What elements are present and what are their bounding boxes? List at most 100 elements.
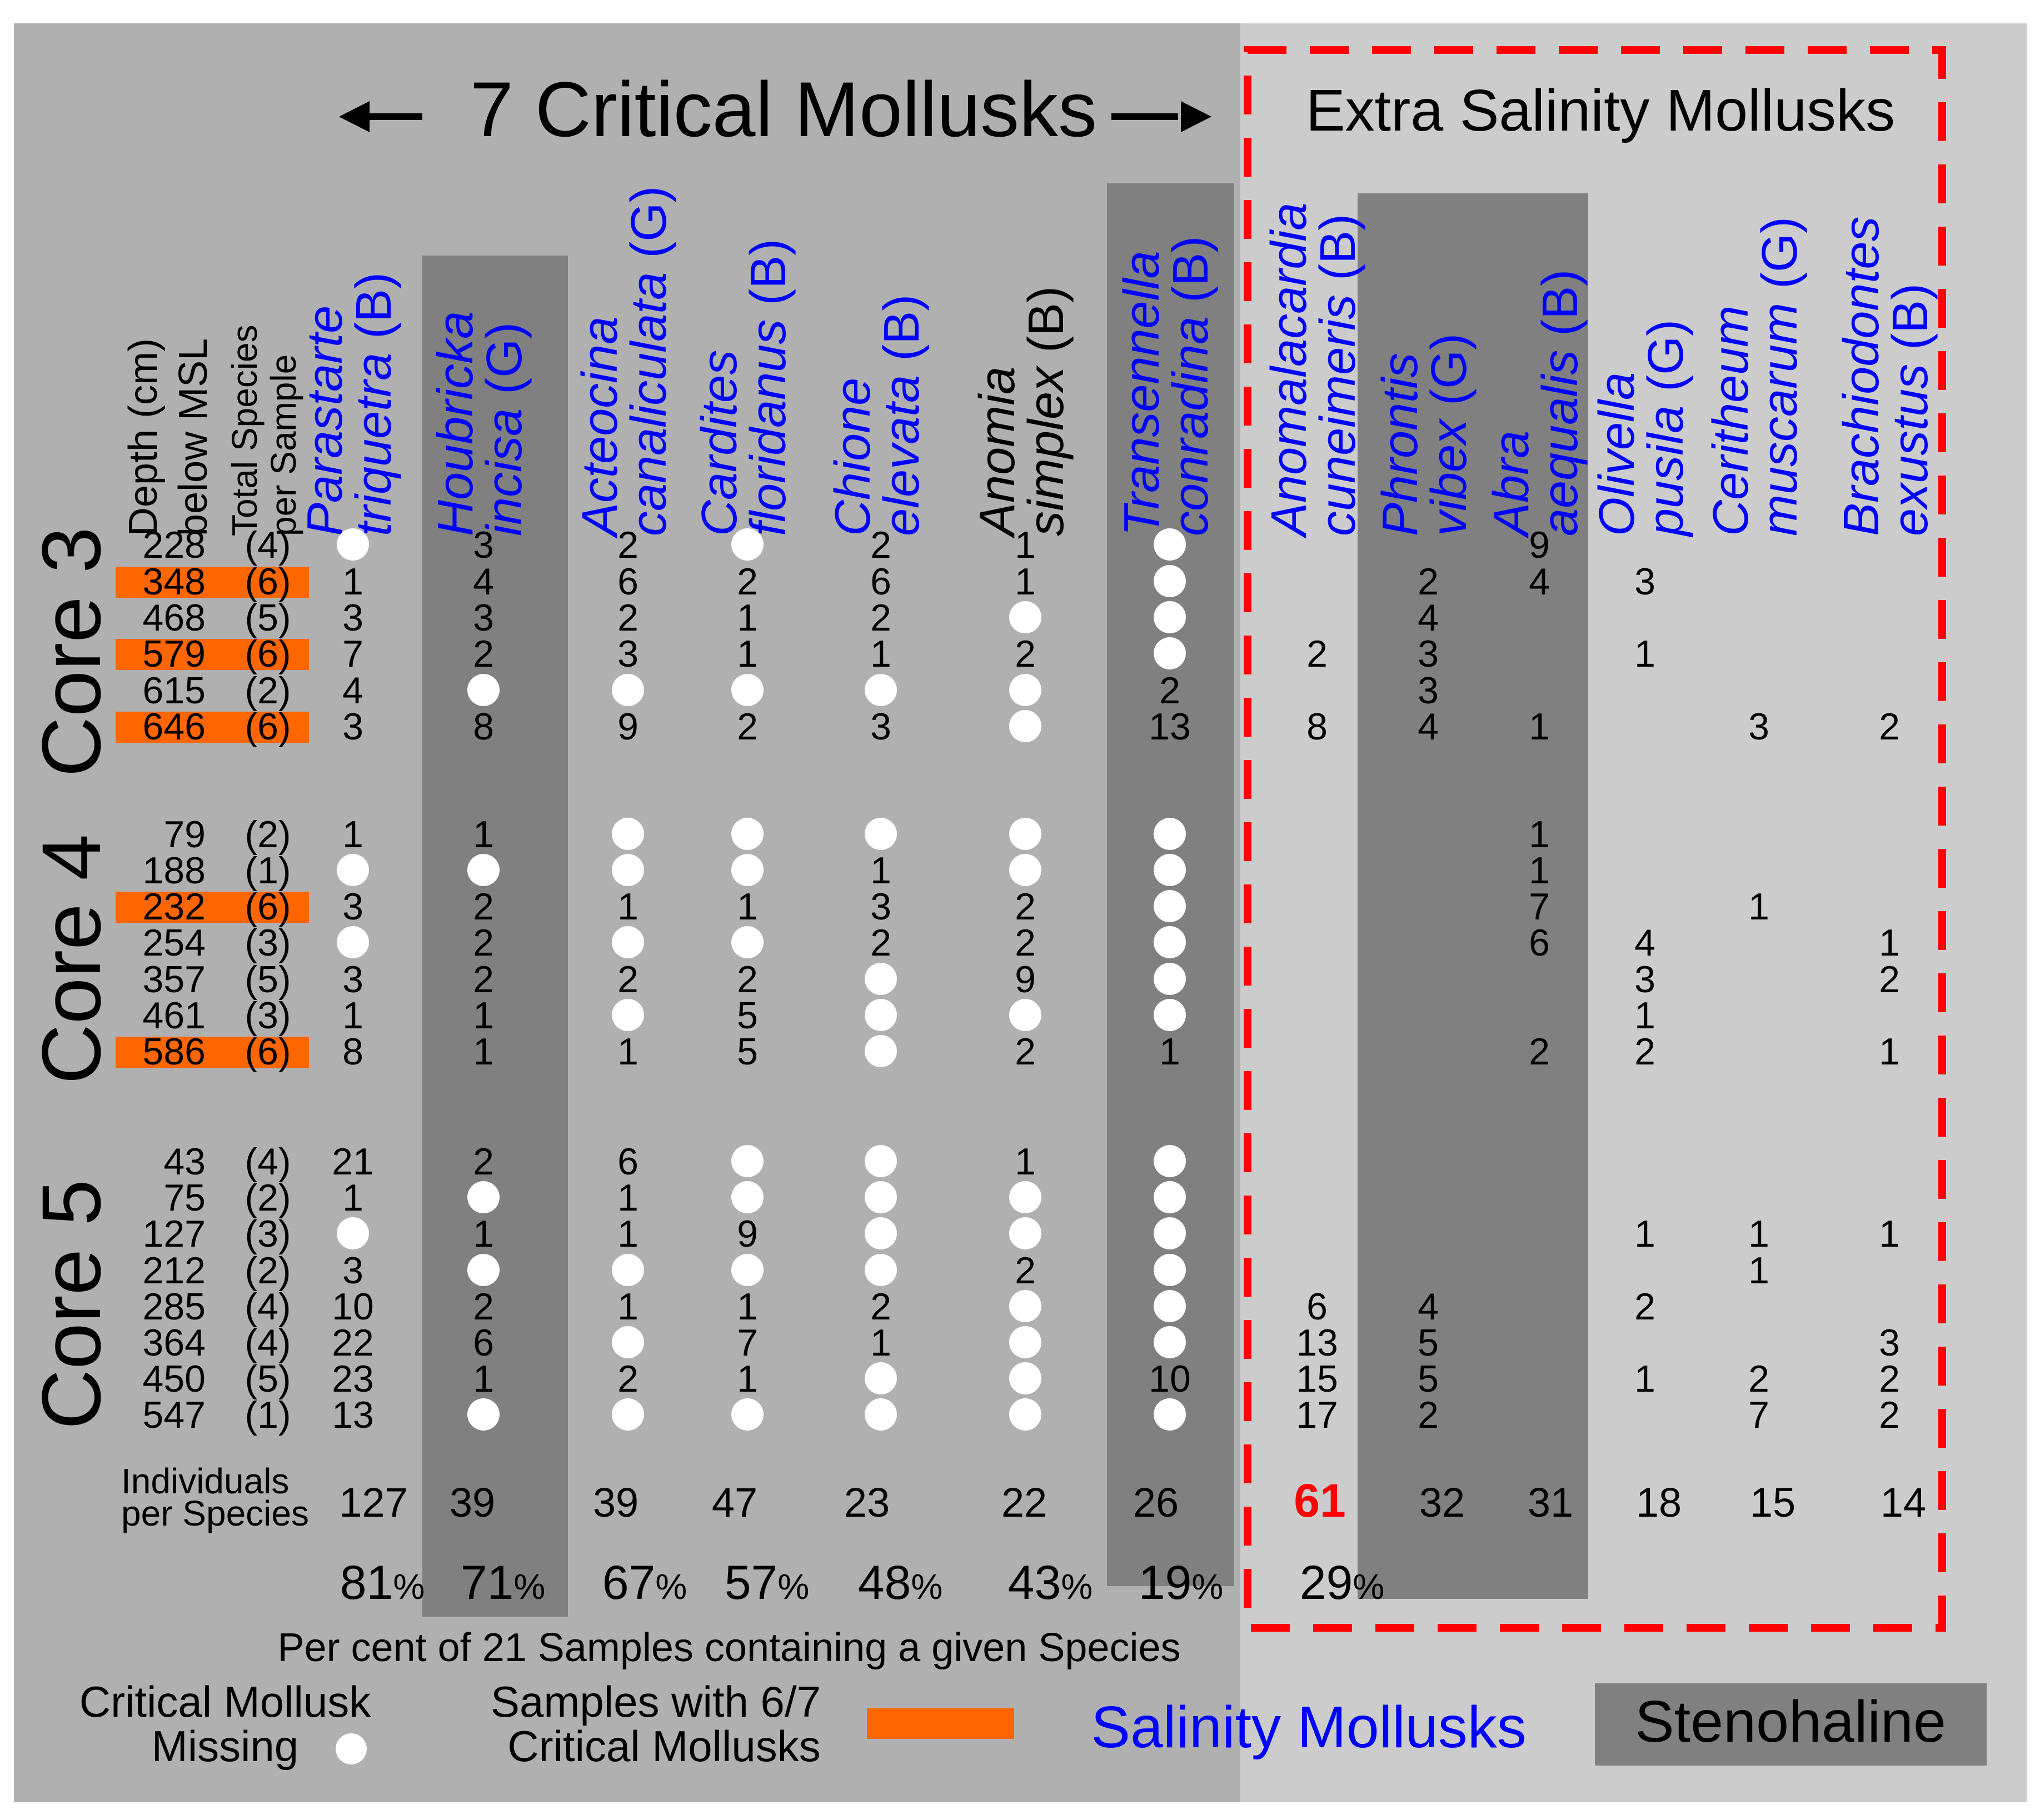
depth-value: 79 <box>163 813 206 856</box>
total-species-value: (3) <box>245 994 291 1037</box>
cell-value: 22 <box>332 1322 374 1364</box>
species-type: (G) <box>477 322 532 394</box>
cell-value: 9 <box>1529 524 1550 566</box>
species-header-acteocina-genus: Acteocina <box>572 317 628 539</box>
missing-marker <box>865 1035 897 1067</box>
depth-value: 357 <box>143 958 206 1001</box>
cell-value: 3 <box>870 706 891 748</box>
total-species-header: Total Species per Sample <box>225 324 303 536</box>
cell-value: 1 <box>342 994 363 1037</box>
depth-value: 212 <box>143 1249 206 1292</box>
missing-marker <box>865 1398 897 1431</box>
individuals-value-brachiodontes: 14 <box>1881 1479 1926 1526</box>
sample-highlight-579 <box>116 639 309 670</box>
missing-marker <box>337 528 369 561</box>
species-epithet: exustus <box>1883 350 1938 536</box>
cell-value: 2 <box>473 1286 494 1328</box>
species-header-phrontis-genus: Phrontis <box>1373 353 1428 536</box>
legend: Critical Mollusk Missing Samples with 6/… <box>79 1677 1987 1771</box>
cell-value: 5 <box>1418 1322 1439 1364</box>
cell-value: 2 <box>1879 706 1900 748</box>
missing-marker <box>1154 1254 1186 1286</box>
individuals-value-chione: 23 <box>844 1479 890 1526</box>
cell-value: 2 <box>473 958 494 1001</box>
individuals-value-acteocina: 39 <box>593 1479 639 1526</box>
total-label-line2: per Sample <box>263 354 303 536</box>
cell-value: 8 <box>473 706 494 748</box>
cell-value: 7 <box>1748 1394 1769 1436</box>
legend-salinity: Salinity Mollusks <box>1091 1694 1526 1760</box>
cell-value: 2 <box>473 922 494 964</box>
total-species-value: (5) <box>245 597 291 639</box>
total-species-value: (3) <box>245 922 291 964</box>
missing-marker <box>731 1254 764 1286</box>
depth-value: 75 <box>163 1177 206 1219</box>
missing-marker <box>1009 1398 1041 1431</box>
cell-value: 1 <box>737 633 758 675</box>
cell-value: 1 <box>1748 1213 1769 1255</box>
missing-marker <box>1154 637 1186 669</box>
table-cells: 3 2 2 1 91 4 6 2 6 1 2 4 33 3 2 1 2 47 2 3 1 1 2 2 3 14 2 33 8 9 2 3 13 8… <box>332 524 1900 1436</box>
missing-marker <box>1154 999 1186 1031</box>
depth-value: 285 <box>143 1286 206 1328</box>
total-species-value: (3) <box>245 1213 291 1255</box>
core-label-3: Core 3 <box>24 527 118 777</box>
individuals-value-ceritheum: 15 <box>1750 1479 1795 1526</box>
cell-value: 1 <box>737 886 758 928</box>
missing-marker <box>467 1181 500 1213</box>
missing-marker <box>1154 963 1186 995</box>
depth-value: 364 <box>143 1322 206 1364</box>
missing-marker <box>865 999 897 1031</box>
cell-value: 2 <box>870 597 891 639</box>
cell-value: 6 <box>1529 922 1550 964</box>
cell-value: 2 <box>1418 561 1439 603</box>
cell-value: 9 <box>617 706 639 748</box>
cell-value: 6 <box>1306 1286 1328 1328</box>
depth-label-line2: below MSL <box>171 338 216 536</box>
individuals-value-anomalacardia: 61 <box>1294 1474 1345 1527</box>
cell-value: 2 <box>617 958 639 1001</box>
percent-unit: % <box>911 1567 942 1607</box>
missing-marker <box>612 1398 644 1431</box>
species-header-cardites-genus: Cardites <box>692 350 747 536</box>
cell-value: 1 <box>1879 1213 1900 1255</box>
legend-stenohaline-box <box>1595 1683 1987 1766</box>
cell-value: 15 <box>1296 1358 1338 1400</box>
cell-value: 4 <box>1418 1286 1439 1328</box>
depth-value: 228 <box>143 524 206 566</box>
cell-value: 4 <box>1529 561 1550 603</box>
core-label-5: Core 5 <box>24 1179 118 1429</box>
legend-missing-line2: Missing <box>152 1722 298 1771</box>
cell-value: 3 <box>342 706 363 748</box>
species-epithet: canaliculata <box>621 258 677 536</box>
missing-marker <box>1154 818 1186 850</box>
sample-highlights <box>116 567 309 1068</box>
core-labels: Core 3 Core 4 Core 5 <box>24 527 118 1429</box>
cell-value: 3 <box>870 886 891 928</box>
species-header-anomalacardia-genus: Anomalacardia <box>1261 203 1317 539</box>
percent-number: 29 <box>1300 1556 1353 1609</box>
missing-marker <box>731 528 764 561</box>
total-species-value: (5) <box>245 958 291 1001</box>
cell-value: 1 <box>617 1177 639 1219</box>
cell-value: 5 <box>737 1031 758 1073</box>
species-header-chione-genus: Chione <box>825 378 881 536</box>
cell-value: 10 <box>332 1286 374 1328</box>
sample-highlight-348 <box>116 567 309 598</box>
cell-value: 3 <box>617 633 639 675</box>
percent-number: 81 <box>340 1556 393 1609</box>
species-type: (G) <box>621 186 677 258</box>
cell-value: 2 <box>1418 1394 1439 1436</box>
cell-value: 13 <box>1149 706 1191 748</box>
total-species-value: (6) <box>245 633 291 675</box>
missing-marker <box>1009 1290 1041 1322</box>
missing-marker <box>612 1326 644 1358</box>
cell-value: 7 <box>1529 886 1550 928</box>
total-species-value: (6) <box>245 561 291 603</box>
cell-value: 1 <box>870 633 891 675</box>
individuals-row: 127 39 39 47 23 22 26 61 32 31 18 15 14 <box>339 1474 1926 1527</box>
cell-value: 6 <box>617 1141 639 1183</box>
percent-number: 71 <box>461 1556 514 1609</box>
missing-marker <box>612 926 644 958</box>
